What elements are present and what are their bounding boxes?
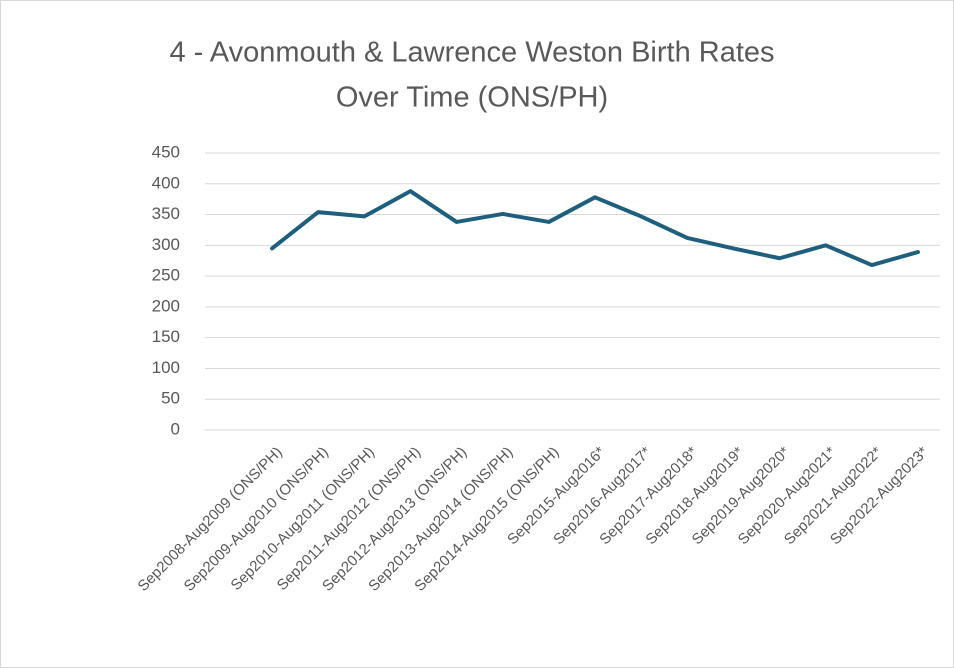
data-line: [270, 189, 920, 268]
y-tick-label: 450: [152, 142, 180, 161]
chart-title: Over Time (ONS/PH): [336, 82, 608, 114]
y-tick-label: 200: [152, 296, 180, 315]
y-tick-label: 100: [152, 358, 180, 377]
y-tick-label: 250: [152, 266, 180, 285]
y-tick-label: 350: [152, 204, 180, 223]
y-tick-label: 50: [161, 389, 180, 408]
y-tick-label: 400: [152, 173, 180, 192]
chart-title: 4 - Avonmouth & Lawrence Weston Birth Ra…: [169, 37, 774, 69]
y-tick-label: 150: [152, 327, 180, 346]
y-tick-label: 300: [152, 235, 180, 254]
y-tick-label: 0: [171, 419, 180, 438]
